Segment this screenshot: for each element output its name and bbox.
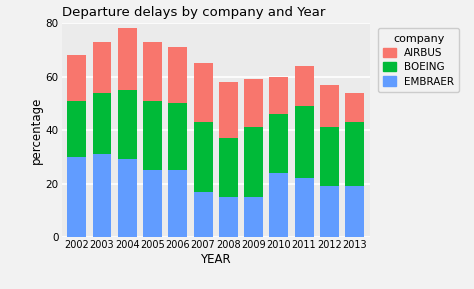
Bar <box>67 55 86 101</box>
X-axis label: YEAR: YEAR <box>201 253 231 266</box>
Bar <box>320 127 339 186</box>
Bar <box>345 92 364 122</box>
Bar <box>294 178 313 237</box>
Bar <box>219 138 238 197</box>
Y-axis label: percentage: percentage <box>30 96 43 164</box>
Bar <box>143 170 162 237</box>
Bar <box>244 197 263 237</box>
Bar <box>92 154 111 237</box>
Bar <box>219 82 238 138</box>
Bar <box>244 127 263 197</box>
Bar <box>345 122 364 186</box>
Bar <box>219 197 238 237</box>
Bar <box>118 90 137 160</box>
Bar <box>244 79 263 127</box>
Bar <box>294 106 313 178</box>
Bar <box>67 157 86 237</box>
Bar <box>320 85 339 127</box>
Bar <box>320 186 339 237</box>
Text: Departure delays by company and Year: Departure delays by company and Year <box>62 6 325 19</box>
Bar <box>345 186 364 237</box>
Bar <box>168 170 187 237</box>
Bar <box>269 77 288 114</box>
Bar <box>143 42 162 101</box>
Bar <box>92 42 111 92</box>
Bar <box>193 63 212 122</box>
Bar <box>294 66 313 106</box>
Bar <box>118 160 137 237</box>
Bar <box>193 192 212 237</box>
Bar <box>168 103 187 170</box>
Bar <box>143 101 162 170</box>
Bar <box>168 47 187 103</box>
Bar <box>92 92 111 154</box>
Bar <box>269 173 288 237</box>
Bar <box>193 122 212 192</box>
Bar <box>67 101 86 157</box>
Legend: AIRBUS, BOEING, EMBRAER: AIRBUS, BOEING, EMBRAER <box>378 28 459 92</box>
Bar <box>269 114 288 173</box>
Bar <box>118 28 137 90</box>
